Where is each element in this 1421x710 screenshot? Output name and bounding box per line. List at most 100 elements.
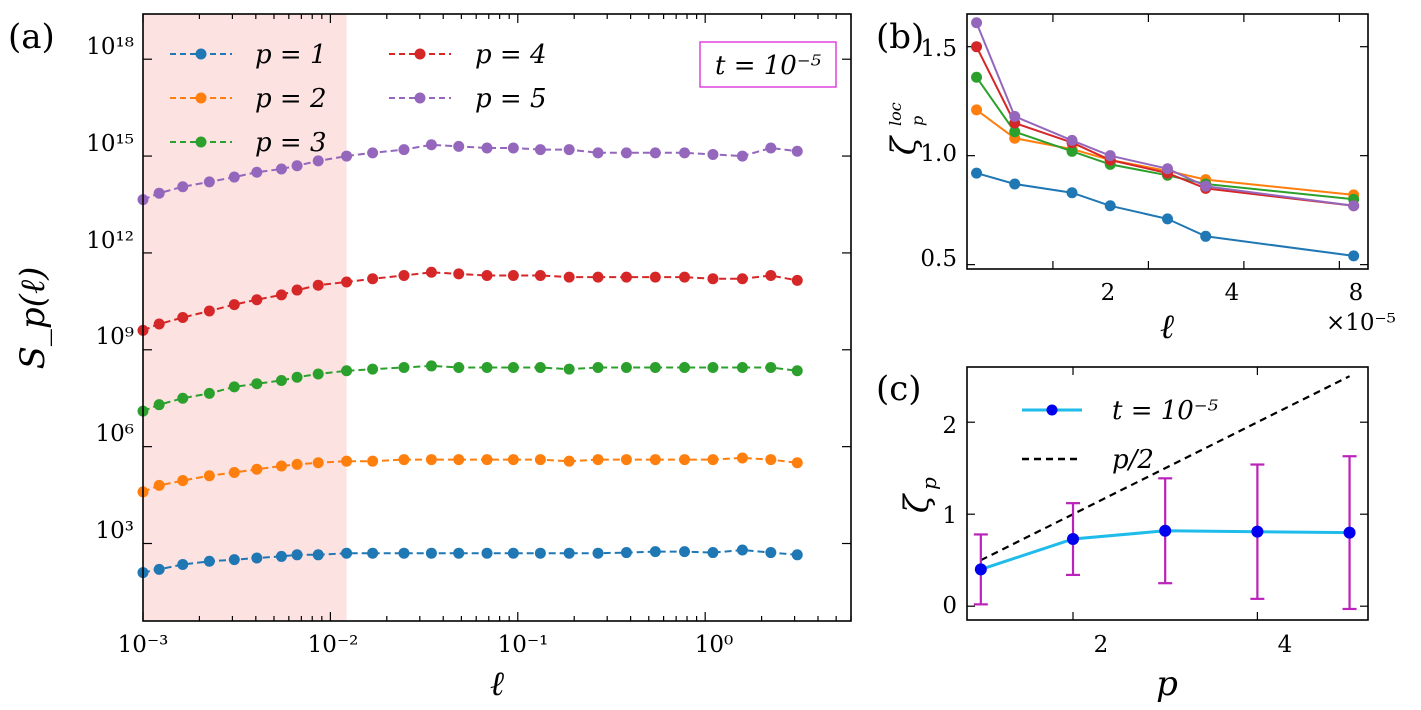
data-point xyxy=(153,563,165,575)
data-point xyxy=(679,454,691,466)
data-point xyxy=(620,362,632,374)
data-point xyxy=(649,454,661,466)
data-point xyxy=(707,362,719,374)
x-tick-label: 4 xyxy=(1278,632,1293,658)
data-point xyxy=(251,378,263,390)
data-point xyxy=(534,454,546,466)
panel-c-label: (c) xyxy=(876,369,922,409)
legend: p = 1 p = 2 p = 3 p = 4 p = 5 xyxy=(170,40,547,158)
legend-label: p = 5 xyxy=(475,84,547,114)
y-axis-label: ζ p xyxy=(897,477,941,513)
data-point xyxy=(971,41,983,53)
data-point xyxy=(341,455,353,467)
data-point xyxy=(592,454,604,466)
data-point xyxy=(398,454,410,466)
data-point xyxy=(398,547,410,559)
svg-text:p: p xyxy=(917,477,941,490)
legend-marker xyxy=(195,48,207,60)
data-point xyxy=(620,454,632,466)
data-point xyxy=(481,362,493,374)
data-point xyxy=(1104,150,1116,162)
data-point xyxy=(507,270,519,282)
data-point xyxy=(649,546,661,558)
y-tick-label: 10³ xyxy=(96,518,135,544)
data-point xyxy=(1009,110,1021,122)
x-tick-label: 10⁰ xyxy=(695,632,734,658)
data-point xyxy=(1200,230,1212,242)
x-tick-label: 2 xyxy=(1101,280,1116,306)
data-point xyxy=(203,305,215,317)
data-point xyxy=(1348,200,1360,212)
data-point xyxy=(275,550,287,562)
p-half-reference-line xyxy=(980,375,1351,562)
data-point xyxy=(228,381,240,393)
data-point xyxy=(291,160,303,172)
data-point xyxy=(481,454,493,466)
data-point xyxy=(367,147,379,159)
data-point xyxy=(765,454,777,466)
panel-c-ticks xyxy=(967,367,1368,620)
data-point xyxy=(153,187,165,199)
data-point xyxy=(736,150,748,162)
data-point xyxy=(312,279,324,291)
panel-b-label: (b) xyxy=(876,17,924,57)
data-point xyxy=(425,360,437,372)
legend-label: p = 2 xyxy=(255,84,327,114)
data-point xyxy=(791,274,803,286)
data-point xyxy=(177,181,189,193)
panel-b: (b) 2 4 8 0.5 1.0 1.5 ×10⁻⁵ ℓ ζ p loc xyxy=(876,13,1396,347)
annotation-text: t = 10⁻⁵ xyxy=(715,51,822,81)
data-point xyxy=(367,547,379,559)
panel-b-ticks xyxy=(967,14,1368,269)
data-point xyxy=(791,365,803,377)
data-point xyxy=(251,294,263,306)
data-point xyxy=(765,547,777,559)
data-point xyxy=(563,547,575,559)
data-point xyxy=(1343,526,1356,539)
legend-label: p = 3 xyxy=(255,128,327,158)
legend-marker xyxy=(414,48,426,60)
data-point xyxy=(251,166,263,178)
y-tick-label: 10⁶ xyxy=(96,421,135,447)
data-point xyxy=(425,266,437,278)
data-point xyxy=(563,271,575,283)
data-point xyxy=(507,454,519,466)
data-point xyxy=(203,176,215,188)
shaded-region xyxy=(143,14,347,621)
y-tick-label: 10¹⁸ xyxy=(86,34,134,60)
y-tick-label: 10⁹ xyxy=(96,324,135,350)
data-point xyxy=(507,362,519,374)
data-point xyxy=(620,271,632,283)
data-point xyxy=(367,455,379,467)
data-point xyxy=(1348,250,1360,262)
data-point xyxy=(275,460,287,472)
data-point xyxy=(341,547,353,559)
x-axis-label: ℓ xyxy=(1160,307,1174,347)
data-point xyxy=(453,362,465,374)
svg-text:ζ: ζ xyxy=(884,134,924,155)
x-tick-label: 4 xyxy=(1225,280,1240,306)
data-point xyxy=(563,144,575,156)
data-point xyxy=(679,147,691,159)
data-point xyxy=(1104,200,1116,212)
data-point xyxy=(649,147,661,159)
legend-label: p = 4 xyxy=(475,40,547,70)
y-tick-label: 2 xyxy=(942,413,957,439)
data-point xyxy=(1159,524,1172,537)
y-tick-label: 10¹⁵ xyxy=(86,131,134,157)
data-point xyxy=(251,463,263,475)
data-point xyxy=(563,363,575,375)
y-tick-label: 1.5 xyxy=(920,36,957,62)
data-point xyxy=(453,454,465,466)
svg-text:ζ: ζ xyxy=(897,492,937,513)
svg-text:p: p xyxy=(908,116,927,126)
legend-label: t = 10⁻⁵ xyxy=(1112,396,1219,426)
data-point xyxy=(534,144,546,156)
series-line-p3 xyxy=(975,76,1354,201)
y-axis-label: ζ p loc xyxy=(884,102,927,155)
data-point xyxy=(679,271,691,283)
y-tick-label: 1 xyxy=(942,503,957,529)
data-point xyxy=(971,71,983,83)
data-point xyxy=(367,273,379,285)
